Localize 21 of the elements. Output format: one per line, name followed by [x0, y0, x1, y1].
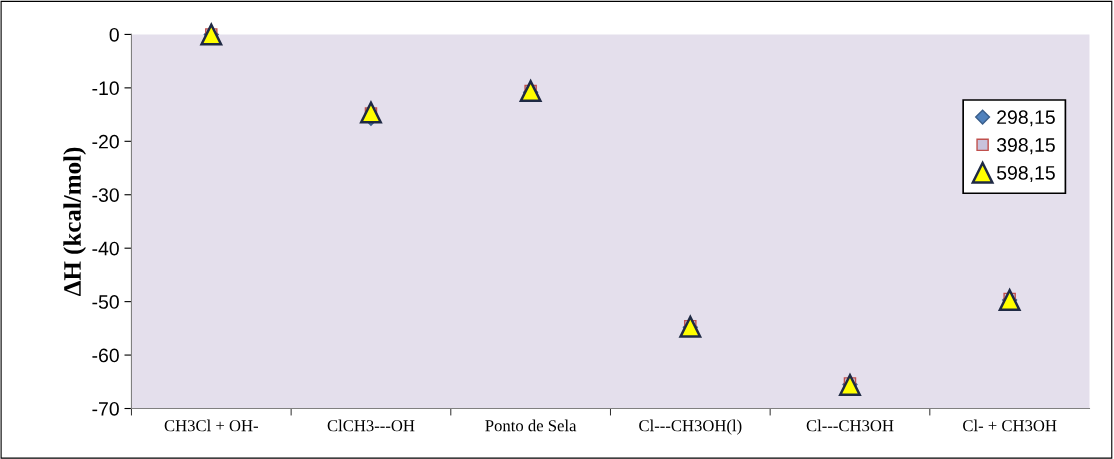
y-tick-label: -70: [92, 401, 119, 416]
legend-label: 398,15: [996, 138, 1055, 155]
y-tick-label: 0: [109, 27, 119, 42]
point: [679, 315, 702, 338]
legend-label: 298,15: [997, 110, 1055, 127]
y-tick-label: -60: [92, 348, 119, 363]
y-tick-label: -30: [92, 188, 119, 202]
point: [519, 80, 542, 103]
x-tick-label: CH3Cl + OH-: [164, 419, 258, 432]
x-tick-label: ClCH3---OH: [327, 419, 415, 432]
y-tick-label: -10: [92, 81, 119, 96]
x-tick-label: Cl- + CH3OH: [963, 419, 1057, 432]
y-axis-title: ΔH (kcal/mol): [63, 147, 86, 296]
x-tick-label: Cl---CH3OH: [806, 419, 894, 432]
y-tick-label: -40: [92, 241, 119, 256]
y-tick-label: -20: [92, 134, 119, 149]
y-tick-label: -50: [92, 295, 119, 309]
point: [359, 101, 382, 124]
x-tick-label: Cl---CH3OH(l): [639, 419, 742, 435]
legend-label: 598,15: [996, 165, 1055, 183]
x-tick-label: Ponto de Sela: [485, 419, 577, 432]
